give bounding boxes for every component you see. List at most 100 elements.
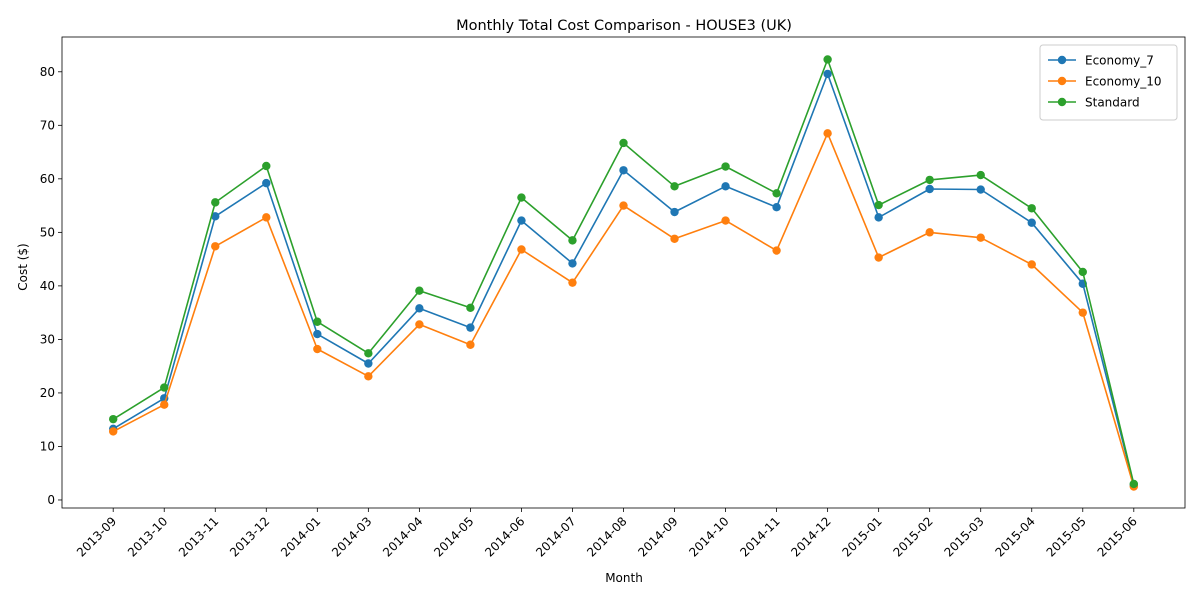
- plot-frame: [61, 36, 1186, 509]
- y-tick-label: 30: [40, 332, 55, 346]
- x-tick-label: 2013-09: [74, 514, 119, 559]
- data-point: [313, 317, 322, 326]
- data-point: [466, 323, 475, 332]
- y-tick-label: 40: [40, 279, 55, 293]
- x-axis-title: Month: [605, 571, 643, 585]
- data-point: [466, 303, 475, 313]
- legend-marker: [1057, 97, 1067, 107]
- data-point: [670, 182, 679, 191]
- data-point: [313, 329, 322, 339]
- x-tick-label: 2015-04: [993, 514, 1038, 559]
- data-point: [619, 201, 628, 210]
- data-point: [772, 203, 781, 212]
- chart-title: Monthly Total Cost Comparison - HOUSE3 (…: [456, 18, 792, 34]
- data-point: [568, 236, 577, 245]
- x-tick-label: 2015-01: [839, 514, 884, 559]
- data-point: [1078, 267, 1087, 277]
- data-point: [313, 344, 322, 354]
- data-point: [721, 216, 730, 225]
- x-tick-label: 2013-10: [125, 514, 170, 559]
- data-point: [670, 234, 679, 243]
- data-point: [109, 414, 118, 424]
- legend-label: Economy_10: [1085, 75, 1162, 89]
- data-point: [721, 162, 730, 171]
- x-tick-label: 2014-05: [431, 514, 476, 559]
- data-point: [772, 246, 781, 255]
- data-point: [262, 178, 271, 188]
- data-point: [415, 304, 424, 313]
- x-tick-label: 2014-06: [482, 514, 527, 559]
- series-line-standard: [112, 58, 1135, 485]
- data-point: [976, 170, 985, 180]
- data-point: [823, 129, 832, 138]
- data-point: [262, 161, 271, 171]
- x-tick-label: 2014-04: [380, 514, 425, 559]
- x-tick-label: 2015-03: [941, 514, 986, 559]
- data-point: [211, 198, 220, 207]
- data-point: [262, 213, 271, 222]
- x-tick-label: 2015-02: [890, 514, 935, 559]
- data-point: [823, 55, 832, 64]
- data-point: [211, 212, 220, 221]
- series-line-economy-7: [112, 73, 1135, 486]
- y-tick-label: 10: [40, 439, 55, 453]
- data-point: [568, 278, 577, 287]
- x-tick-label: 2013-12: [227, 514, 272, 559]
- data-point: [925, 184, 934, 194]
- data-point: [415, 320, 424, 329]
- legend-label: Economy_7: [1085, 54, 1154, 68]
- legend-label: Standard: [1085, 96, 1140, 110]
- x-tick-label: 2014-10: [686, 514, 731, 559]
- y-tick-label: 80: [40, 65, 55, 79]
- x-tick-label: 2014-11: [737, 514, 782, 559]
- data-point: [160, 383, 169, 392]
- data-point: [364, 372, 373, 381]
- data-point: [619, 138, 628, 148]
- y-tick-label: 60: [40, 172, 55, 186]
- y-axis-title: Cost ($): [16, 243, 30, 291]
- data-point: [976, 185, 985, 194]
- x-tick-label: 2014-12: [788, 514, 833, 559]
- data-point: [1027, 260, 1036, 269]
- data-point: [874, 200, 883, 210]
- data-point: [925, 175, 934, 185]
- x-tick-label: 2015-06: [1095, 514, 1140, 559]
- data-point: [1027, 204, 1036, 213]
- data-point: [1129, 479, 1139, 489]
- y-tick-label: 0: [47, 493, 55, 507]
- y-tick-label: 70: [40, 118, 55, 132]
- legend-marker: [1057, 55, 1067, 65]
- data-point: [619, 166, 628, 175]
- y-tick-label: 50: [40, 225, 55, 239]
- data-point: [364, 359, 373, 368]
- data-point: [160, 400, 169, 409]
- x-tick-label: 2015-05: [1044, 514, 1089, 559]
- x-tick-label: 2014-03: [329, 514, 374, 559]
- data-point: [874, 213, 883, 222]
- data-point: [517, 193, 526, 202]
- x-tick-label: 2013-11: [176, 514, 221, 559]
- data-point: [976, 233, 985, 242]
- x-tick-label: 2014-09: [635, 514, 680, 559]
- data-point: [568, 259, 577, 268]
- data-point: [517, 245, 526, 254]
- data-point: [364, 349, 373, 358]
- x-tick-label: 2014-08: [584, 514, 629, 559]
- data-point: [925, 228, 934, 237]
- data-point: [670, 207, 679, 217]
- x-tick-label: 2014-01: [278, 514, 323, 559]
- data-point: [874, 253, 883, 262]
- x-tick-label: 2014-07: [533, 514, 578, 559]
- data-point: [415, 286, 424, 295]
- data-point: [721, 182, 730, 191]
- data-point: [466, 340, 475, 349]
- data-point: [517, 216, 526, 225]
- y-tick-label: 20: [40, 386, 55, 400]
- legend-marker: [1057, 76, 1067, 86]
- data-point: [772, 189, 781, 198]
- data-point: [109, 427, 118, 436]
- data-point: [1027, 218, 1036, 227]
